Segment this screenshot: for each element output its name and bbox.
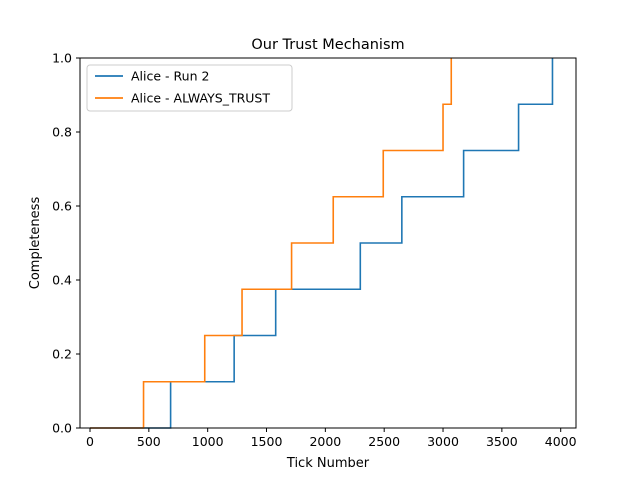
x-tick-label: 2000 <box>309 434 341 449</box>
x-tick-label: 3000 <box>427 434 459 449</box>
legend: Alice - Run 2 Alice - ALWAYS_TRUST <box>86 64 293 112</box>
series-line-1 <box>90 58 554 429</box>
legend-box <box>86 64 293 112</box>
x-tick-label: 0 <box>86 434 94 449</box>
x-tick-label: 3500 <box>486 434 518 449</box>
plot-frame <box>79 57 577 429</box>
legend-label-2: Alice - ALWAYS_TRUST <box>131 91 270 106</box>
x-tick-label: 4000 <box>545 434 577 449</box>
x-axis-ticks: 0 500 1000 1500 2000 2500 3000 3500 4000 <box>86 428 577 449</box>
y-tick-label: 1.0 <box>52 51 72 66</box>
x-axis-label: Tick Number <box>286 456 370 471</box>
y-axis-ticks: 0.0 0.2 0.4 0.6 0.8 1.0 <box>52 51 80 436</box>
y-tick-label: 0.2 <box>52 347 72 362</box>
x-tick-label: 1000 <box>192 434 224 449</box>
series-layer <box>90 58 554 429</box>
y-tick-label: 0.6 <box>52 199 72 214</box>
y-tick-label: 0.0 <box>52 421 72 436</box>
legend-label-1: Alice - Run 2 <box>131 69 209 84</box>
series-line-2 <box>90 58 453 429</box>
y-tick-label: 0.4 <box>52 273 72 288</box>
y-tick-label: 0.8 <box>52 125 72 140</box>
chart-title: Our Trust Mechanism <box>251 37 404 53</box>
y-axis-label: Completeness <box>28 197 43 290</box>
x-tick-label: 500 <box>137 434 161 449</box>
x-tick-label: 1500 <box>251 434 283 449</box>
x-tick-label: 2500 <box>368 434 400 449</box>
